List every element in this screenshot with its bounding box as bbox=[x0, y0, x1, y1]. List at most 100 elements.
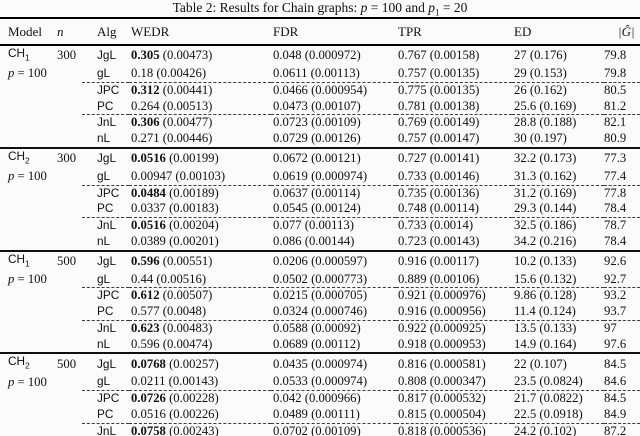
sample-size-value: 300 bbox=[57, 48, 77, 63]
wedr-stderr: (0.0048) bbox=[162, 304, 207, 319]
model-cell: CH2 bbox=[0, 352, 55, 375]
algorithm-cell: JPC bbox=[82, 184, 129, 202]
algorithm-cell: JgL bbox=[82, 352, 129, 375]
wedr-value: 0.312 bbox=[131, 82, 160, 97]
sample-size-cell bbox=[55, 407, 82, 423]
sample-size-cell bbox=[55, 115, 82, 131]
sample-size-cell: 500 bbox=[55, 352, 82, 375]
ed-cell: 10.2 (0.133) bbox=[512, 249, 604, 272]
algorithm-cell: JPC bbox=[82, 287, 129, 305]
ed-cell: 32.2 (0.173) bbox=[512, 146, 604, 169]
fdr-cell: 0.0689 (0.00112) bbox=[273, 336, 361, 351]
model-p-symbol: p bbox=[8, 374, 15, 389]
tpr-cell: 0.733 (0.0014) bbox=[396, 217, 512, 234]
table-row: JPC 0.312 (0.00441) 0.0466 (0.000954) 0.775… bbox=[0, 81, 640, 99]
sample-size-cell bbox=[55, 320, 82, 336]
graph-size-cell: 79.8 bbox=[604, 66, 627, 81]
table-row: p = 100 gL 0.00947 (0.00103) 0.0619 (0.0009… bbox=[0, 169, 640, 185]
wedr-cell: 0.312 (0.00441) bbox=[129, 81, 271, 99]
ed-cell: 31.3 (0.162) bbox=[514, 168, 577, 183]
wedr-cell: 0.305 (0.00473) bbox=[129, 45, 271, 66]
wedr-stderr: (0.00201) bbox=[169, 233, 219, 248]
ed-cell: 9.86 (0.128) bbox=[512, 287, 604, 305]
graph-size-cell: 81.2 bbox=[604, 98, 627, 113]
tpr-cell: 0.781 (0.00138) bbox=[398, 98, 480, 113]
wedr-stderr: (0.00446) bbox=[162, 131, 213, 146]
algorithm-cell: nL bbox=[82, 131, 129, 148]
wedr-value: 0.0726 bbox=[131, 391, 166, 406]
model-cell bbox=[0, 423, 55, 436]
algorithm-name: JgL bbox=[97, 151, 117, 166]
graph-size-cell: 78.7 bbox=[604, 217, 640, 234]
sample-size-cell bbox=[55, 99, 82, 115]
wedr-cell: 0.0758 (0.00243) bbox=[129, 422, 271, 436]
tpr-cell: 0.775 (0.00135) bbox=[396, 81, 512, 99]
wedr-cell: 0.0516 (0.00204) bbox=[129, 217, 271, 234]
algorithm-cell: JnL bbox=[82, 217, 129, 234]
ed-cell: 27 (0.176) bbox=[514, 48, 567, 63]
model-cell: CH1 bbox=[0, 249, 55, 272]
model-name: CH bbox=[8, 251, 26, 266]
col-header-ed: ED bbox=[512, 18, 604, 46]
model-cell bbox=[0, 320, 55, 336]
algorithm-name: gL bbox=[97, 374, 111, 389]
algorithm-cell: gL bbox=[82, 374, 129, 390]
wedr-cell: 0.00947 (0.00103) bbox=[129, 169, 271, 185]
model-cell: CH1 bbox=[0, 45, 55, 66]
fdr-cell: 0.0545 (0.00124) bbox=[273, 201, 361, 216]
algorithm-cell: nL bbox=[82, 337, 129, 354]
table-row: JnL 0.0758 (0.00243) 0.0702 (0.00109) 0.818… bbox=[0, 422, 640, 436]
sample-size-cell bbox=[55, 82, 82, 98]
graph-size-cell: 84.9 bbox=[604, 406, 627, 421]
model-cell bbox=[0, 115, 55, 131]
ed-cell: 26 (0.162) bbox=[512, 81, 604, 99]
wedr-stderr: (0.00228) bbox=[169, 391, 219, 406]
sample-size-cell bbox=[55, 185, 82, 201]
graph-size-cell: 77.3 bbox=[604, 146, 640, 169]
graph-size-cell: 79.8 bbox=[604, 48, 627, 63]
sample-size-cell bbox=[55, 131, 82, 148]
ed-cell: 14.9 (0.164) bbox=[514, 336, 577, 351]
wedr-stderr: (0.00426) bbox=[156, 66, 207, 81]
model-cell: p = 100 bbox=[0, 66, 55, 82]
tpr-cell: 0.918 (0.000953) bbox=[398, 336, 486, 351]
graph-size-cell: 77.4 bbox=[604, 168, 627, 183]
model-subscript: 2 bbox=[25, 360, 30, 371]
fdr-cell: 0.0588 (0.00092) bbox=[271, 319, 396, 337]
sample-size-cell bbox=[55, 234, 82, 251]
sample-size-cell bbox=[55, 169, 82, 185]
model-cell bbox=[0, 218, 55, 234]
wedr-stderr: (0.00507) bbox=[162, 288, 213, 303]
graph-size-cell: 93.7 bbox=[604, 304, 627, 319]
wedr-stderr: (0.00143) bbox=[168, 374, 219, 389]
graph-size-cell: 97 bbox=[604, 319, 640, 337]
model-name: CH bbox=[8, 46, 26, 60]
graph-size-cell: 80.5 bbox=[604, 81, 640, 99]
table-caption: Table 2: Results for Chain graphs: p = 1… bbox=[0, 0, 640, 18]
wedr-cell: 0.577 (0.0048) bbox=[129, 304, 271, 320]
wedr-value: 0.577 bbox=[131, 304, 160, 319]
graph-size-cell: 87.2 bbox=[604, 422, 640, 436]
wedr-value: 0.18 bbox=[131, 66, 154, 81]
graph-size-cell: 77.8 bbox=[604, 184, 640, 202]
sample-size-cell bbox=[55, 201, 82, 217]
sample-size-cell bbox=[55, 272, 82, 288]
algorithm-cell: JPC bbox=[82, 81, 129, 99]
tpr-cell: 0.922 (0.000925) bbox=[396, 319, 512, 337]
table-row: JnL 0.0516 (0.00204) 0.077 (0.00113) 0.733 … bbox=[0, 217, 640, 234]
fdr-cell: 0.048 (0.000972) bbox=[273, 48, 361, 63]
algorithm-cell: PC bbox=[82, 201, 129, 217]
wedr-value: 0.0516 bbox=[131, 218, 166, 233]
algorithm-name: JPC bbox=[97, 391, 120, 406]
wedr-value: 0.0337 bbox=[131, 201, 166, 216]
wedr-value: 0.596 bbox=[131, 336, 160, 351]
results-tbody: CH1 300 JgL 0.305 (0.00473) 0.048 (0.000972)… bbox=[0, 45, 640, 436]
ed-cell: 29.3 (0.144) bbox=[514, 201, 577, 216]
fdr-cell: 0.0466 (0.000954) bbox=[271, 81, 396, 99]
model-p-value: = 100 bbox=[14, 374, 47, 389]
algorithm-name: nL bbox=[97, 336, 111, 351]
col-header-model: Model bbox=[0, 18, 55, 46]
wedr-stderr: (0.00473) bbox=[162, 48, 213, 63]
graph-size-cell: 92.7 bbox=[604, 271, 627, 286]
